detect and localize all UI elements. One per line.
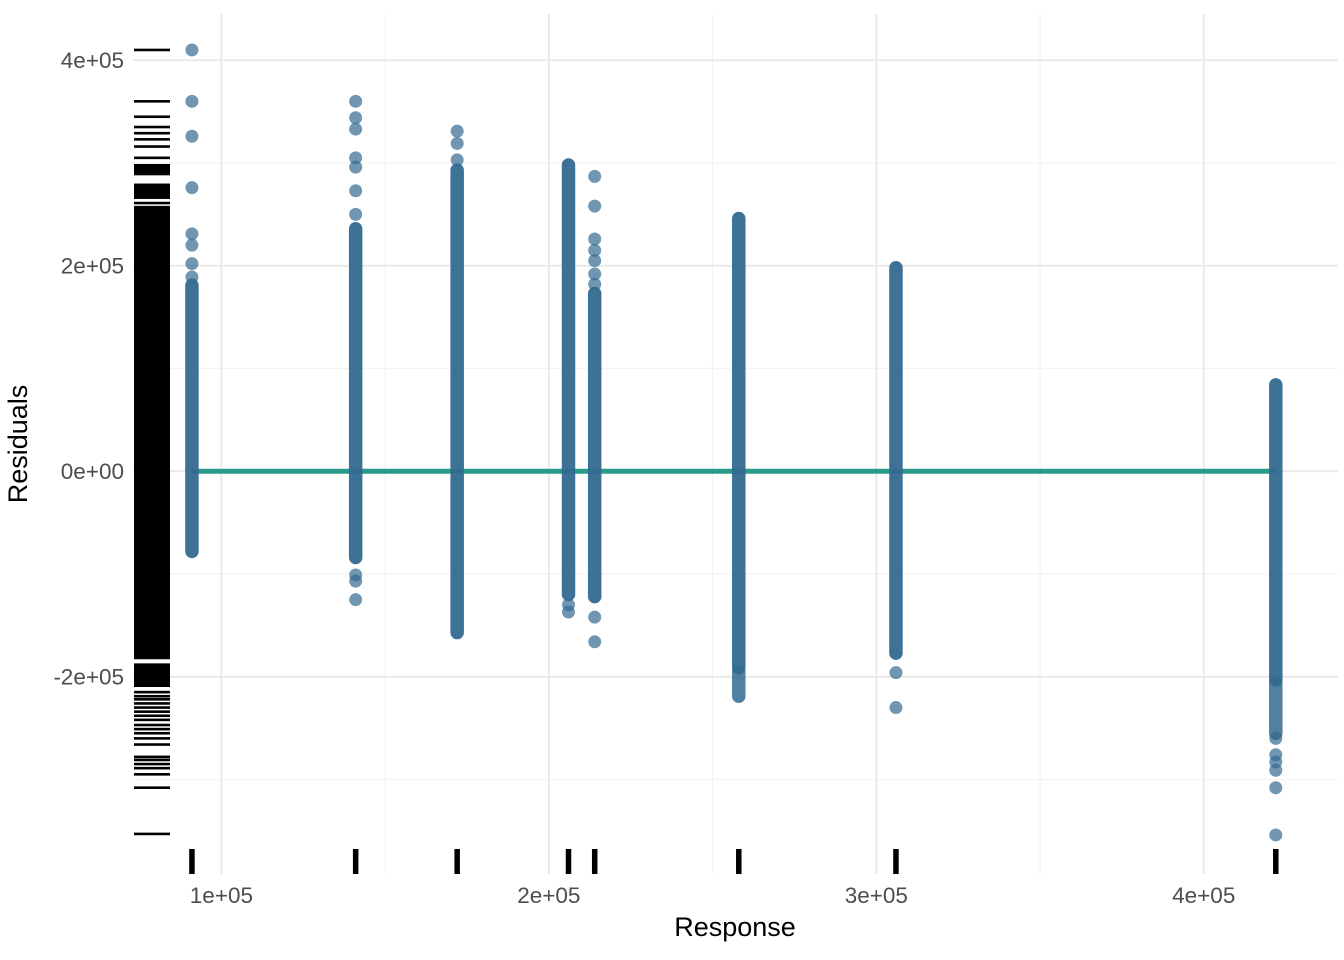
data-point [185, 257, 199, 271]
rug-mark-left [134, 786, 170, 789]
rug-mark-left [134, 115, 170, 119]
data-point [450, 136, 464, 150]
data-point [588, 277, 602, 291]
rug-mark-left [134, 698, 170, 701]
data-point [185, 129, 199, 143]
data-point [588, 254, 602, 268]
data-point [185, 238, 199, 252]
rug-block-left [134, 663, 170, 687]
rug-mark-left [134, 131, 170, 135]
rug-mark-left [134, 125, 170, 129]
rug-marks-layer [134, 48, 1279, 874]
rug-mark-bottom [893, 849, 899, 874]
rug-mark-left [134, 138, 170, 141]
rug-mark-left [134, 766, 170, 770]
data-point [889, 666, 903, 680]
data-point [588, 635, 602, 649]
y-tick-label: 0e+00 [61, 459, 124, 484]
y-axis-title: Residuals [3, 385, 33, 504]
rug-mark-left [134, 694, 170, 698]
data-point [588, 232, 602, 246]
rug-mark-left [134, 723, 170, 727]
data-point [450, 153, 464, 167]
rug-mark-left [134, 832, 170, 836]
data-point [349, 111, 363, 125]
data-point [1269, 828, 1283, 842]
rug-mark-bottom [565, 849, 572, 874]
data-point [349, 593, 363, 607]
rug-block-left [134, 183, 170, 199]
data-point [349, 574, 363, 588]
data-points-layer [185, 43, 1283, 842]
rug-mark-left [134, 156, 170, 160]
rug-mark-left [134, 706, 170, 709]
data-point [185, 43, 199, 57]
data-point [349, 207, 363, 221]
data-point [889, 701, 903, 715]
y-tick-label: -2e+05 [53, 665, 124, 690]
data-point [349, 122, 363, 136]
x-tick-label: 3e+05 [845, 883, 908, 908]
rug-mark-left [134, 205, 170, 209]
data-point [1269, 731, 1283, 745]
rug-mark-left [134, 100, 170, 103]
y-tick-label: 2e+05 [61, 254, 124, 279]
rug-mark-bottom [591, 849, 598, 874]
data-point [349, 151, 363, 165]
data-point [450, 124, 464, 138]
y-tick-label: 4e+05 [61, 48, 124, 73]
rug-mark-left [134, 201, 170, 205]
rug-mark-bottom [454, 849, 460, 874]
rug-block-left [134, 164, 170, 176]
rug-mark-left [134, 714, 170, 718]
rug-mark-left [134, 718, 170, 722]
rug-mark-left [134, 743, 170, 746]
rug-mark-left [134, 690, 170, 694]
data-point [588, 610, 602, 624]
x-axis-title: Response [674, 912, 796, 942]
tick-labels-layer: 1e+05 2e+05 3e+05 4e+05 -2e+05 0e+00 2e+05 4e+0… [53, 48, 1235, 908]
rug-mark-left [134, 758, 170, 762]
data-point [349, 94, 363, 108]
rug-mark-left [134, 773, 170, 776]
x-tick-label: 2e+05 [517, 883, 580, 908]
x-tick-label: 1e+05 [190, 883, 253, 908]
rug-mark-left [134, 702, 170, 705]
rug-mark-left [134, 755, 170, 759]
rug-mark-bottom [352, 849, 359, 874]
rug-mark-left [134, 145, 170, 148]
data-point [349, 160, 363, 174]
data-point [1269, 763, 1283, 777]
rug-mark-left [134, 762, 170, 766]
data-point [588, 243, 602, 257]
rug-mark-left [134, 731, 170, 735]
rug-mark-bottom [189, 849, 195, 874]
data-point [185, 94, 199, 108]
data-point [185, 181, 199, 195]
data-point [562, 605, 576, 619]
rug-mark-bottom [736, 849, 742, 874]
rug-mark-left [134, 710, 170, 713]
data-point [1269, 781, 1283, 795]
data-point [588, 199, 602, 213]
rug-mark-left [134, 737, 170, 740]
x-tick-label: 4e+05 [1172, 883, 1235, 908]
data-point [185, 227, 199, 241]
rug-block-left [134, 208, 170, 660]
data-point [588, 169, 602, 183]
rug-mark-left [134, 727, 170, 731]
data-point [185, 270, 199, 284]
rug-mark-bottom [1273, 849, 1279, 874]
data-point [349, 184, 363, 198]
data-point [588, 267, 602, 281]
rug-mark-left [134, 48, 170, 52]
